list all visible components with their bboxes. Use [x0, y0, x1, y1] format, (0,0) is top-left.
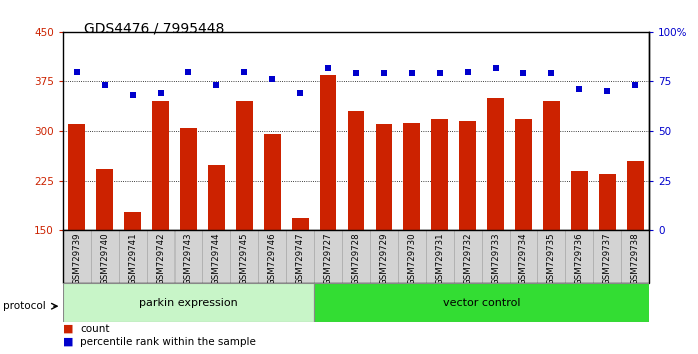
- Point: [267, 76, 278, 82]
- Point: [434, 71, 445, 76]
- Bar: [543, 101, 560, 329]
- Text: GSM729728: GSM729728: [352, 233, 360, 285]
- Point: [71, 69, 82, 74]
- Bar: [119, 230, 147, 283]
- Bar: [482, 230, 510, 283]
- Bar: [398, 230, 426, 283]
- Bar: [348, 111, 364, 329]
- Point: [211, 82, 222, 88]
- Text: GSM729730: GSM729730: [408, 233, 416, 285]
- Point: [155, 91, 166, 96]
- Text: GSM729742: GSM729742: [156, 233, 165, 285]
- Bar: [292, 218, 309, 329]
- Text: parkin expression: parkin expression: [139, 298, 238, 308]
- Bar: [230, 230, 258, 283]
- Text: GSM729740: GSM729740: [101, 233, 109, 285]
- Text: percentile rank within the sample: percentile rank within the sample: [80, 337, 256, 347]
- Bar: [510, 230, 537, 283]
- Text: GSM729746: GSM729746: [268, 233, 276, 285]
- Text: ■: ■: [63, 324, 73, 333]
- Bar: [174, 230, 202, 283]
- Point: [462, 69, 473, 74]
- Text: GSM729733: GSM729733: [491, 233, 500, 285]
- Bar: [202, 230, 230, 283]
- Bar: [621, 230, 649, 283]
- Point: [322, 65, 334, 70]
- Bar: [63, 230, 91, 283]
- Point: [350, 71, 362, 76]
- Text: GSM729732: GSM729732: [463, 233, 472, 285]
- Bar: [627, 161, 644, 329]
- Text: vector control: vector control: [443, 298, 521, 308]
- Bar: [537, 230, 565, 283]
- Text: GSM729737: GSM729737: [603, 233, 611, 285]
- Point: [630, 82, 641, 88]
- Bar: [124, 212, 141, 329]
- Point: [295, 91, 306, 96]
- Bar: [286, 230, 314, 283]
- Bar: [314, 230, 342, 283]
- Bar: [258, 230, 286, 283]
- Point: [602, 88, 613, 94]
- Text: GSM729727: GSM729727: [324, 233, 332, 285]
- Bar: [264, 134, 281, 329]
- Text: ■: ■: [63, 337, 73, 347]
- Text: GSM729747: GSM729747: [296, 233, 304, 285]
- Point: [518, 71, 529, 76]
- Point: [546, 71, 557, 76]
- Point: [239, 69, 250, 74]
- Bar: [571, 171, 588, 329]
- Bar: [68, 124, 85, 329]
- Bar: [96, 169, 113, 329]
- Text: GSM729735: GSM729735: [547, 233, 556, 285]
- Bar: [180, 128, 197, 329]
- Bar: [403, 123, 420, 329]
- Bar: [236, 101, 253, 329]
- Text: GSM729736: GSM729736: [575, 233, 584, 285]
- Bar: [565, 230, 593, 283]
- Bar: [593, 230, 621, 283]
- Text: GSM729729: GSM729729: [380, 233, 388, 285]
- Point: [378, 71, 389, 76]
- Text: GDS4476 / 7995448: GDS4476 / 7995448: [84, 21, 224, 35]
- Text: GSM729734: GSM729734: [519, 233, 528, 285]
- Bar: [63, 283, 314, 322]
- Bar: [426, 230, 454, 283]
- Bar: [208, 165, 225, 329]
- Text: GSM729743: GSM729743: [184, 233, 193, 285]
- Bar: [454, 230, 482, 283]
- Bar: [431, 119, 448, 329]
- Point: [574, 86, 585, 92]
- Text: count: count: [80, 324, 110, 333]
- Bar: [370, 230, 398, 283]
- Bar: [459, 121, 476, 329]
- Bar: [599, 174, 616, 329]
- Bar: [376, 124, 392, 329]
- Point: [127, 92, 138, 98]
- Text: GSM729739: GSM729739: [73, 233, 81, 285]
- Point: [490, 65, 501, 70]
- Point: [183, 69, 194, 74]
- Bar: [314, 283, 649, 322]
- Text: GSM729744: GSM729744: [212, 233, 221, 285]
- Bar: [152, 101, 169, 329]
- Bar: [320, 75, 336, 329]
- Bar: [342, 230, 370, 283]
- Bar: [147, 230, 174, 283]
- Bar: [91, 230, 119, 283]
- Bar: [515, 119, 532, 329]
- Bar: [487, 98, 504, 329]
- Text: GSM729738: GSM729738: [631, 233, 639, 285]
- Text: GSM729741: GSM729741: [128, 233, 137, 285]
- Text: protocol: protocol: [3, 301, 46, 311]
- Text: GSM729731: GSM729731: [436, 233, 444, 285]
- Text: GSM729745: GSM729745: [240, 233, 248, 285]
- Point: [99, 82, 110, 88]
- Point: [406, 71, 417, 76]
